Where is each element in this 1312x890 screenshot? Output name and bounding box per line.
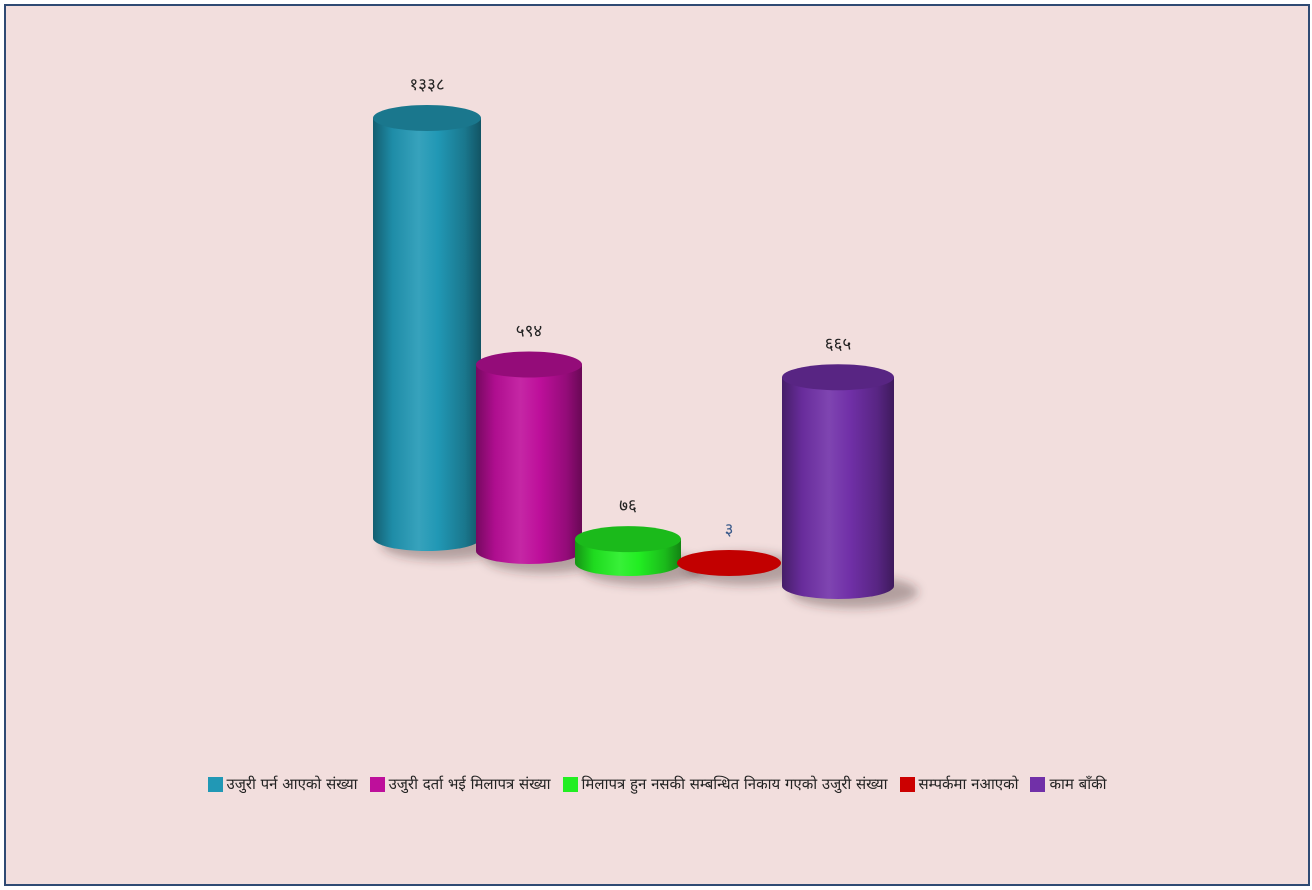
- bar-3: [575, 526, 705, 585]
- legend-item-4: सम्पर्कमा नआएको: [899, 774, 1019, 794]
- bar-top-3: [575, 526, 681, 553]
- chart-frame: १३३८ ५९४ ७६ ३ ६६५ उजुरी पर्न आएको संख्या उजुर…: [4, 4, 1310, 886]
- value-label-3: ७६: [619, 496, 637, 516]
- bar-top-4: [677, 550, 781, 576]
- legend-label-1: उजुरी पर्न आएको संख्या: [226, 775, 358, 793]
- value-label-2: ५९४: [516, 322, 543, 342]
- bar-body-2: [476, 364, 582, 564]
- bar-1: [373, 105, 505, 560]
- chart-legend: उजुरी पर्न आएको संख्या उजुरी दर्ता भई मिल…: [6, 774, 1308, 794]
- value-label-1: १३३८: [409, 75, 444, 95]
- legend-item-2: उजुरी दर्ता भई मिलापत्र संख्या: [369, 774, 551, 794]
- bar-2: [476, 351, 606, 573]
- legend-label-4: सम्पर्कमा नआएको: [918, 775, 1019, 793]
- legend-swatch-5: [1030, 776, 1046, 792]
- legend-item-3: मिलापत्र हुन नसकी सम्बन्धित निकाय गएको उ…: [562, 774, 888, 794]
- chart-plot: १३३८ ५९४ ७६ ३ ६६५: [373, 75, 918, 608]
- legend-label-3: मिलापत्र हुन नसकी सम्बन्धित निकाय गएको उ…: [581, 775, 888, 793]
- value-label-5: ६६५: [825, 334, 852, 354]
- legend-swatch-4: [899, 776, 915, 792]
- bar-5: [782, 364, 918, 608]
- bar-body-5: [782, 377, 894, 599]
- legend-label-2: उजुरी दर्ता भई मिलापत्र संख्या: [388, 775, 551, 793]
- legend-item-5: काम बाँकी: [1030, 774, 1106, 794]
- value-label-4: ३: [725, 520, 734, 540]
- legend-swatch-1: [207, 776, 223, 792]
- bar-body-1: [373, 118, 481, 551]
- legend-swatch-3: [562, 776, 578, 792]
- legend-item-1: उजुरी पर्न आएको संख्या: [207, 774, 358, 794]
- legend-label-5: काम बाँकी: [1049, 775, 1107, 793]
- legend-swatch-2: [369, 776, 385, 792]
- bar-4: [677, 550, 805, 585]
- bar-top-2: [476, 351, 582, 378]
- bar-top-5: [782, 364, 894, 391]
- bar-top-1: [373, 105, 481, 131]
